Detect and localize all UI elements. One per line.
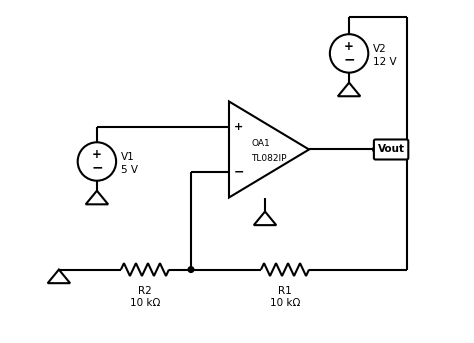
Text: TL082IP: TL082IP bbox=[251, 154, 286, 163]
Text: Vout: Vout bbox=[378, 144, 405, 154]
Circle shape bbox=[373, 147, 378, 152]
Text: V1: V1 bbox=[121, 153, 135, 163]
Text: 10 kΩ: 10 kΩ bbox=[130, 298, 160, 308]
Text: OA1: OA1 bbox=[251, 139, 270, 148]
Text: 12 V: 12 V bbox=[373, 57, 397, 67]
Text: 5 V: 5 V bbox=[121, 165, 138, 175]
Text: +: + bbox=[234, 122, 243, 132]
Text: +: + bbox=[92, 148, 102, 161]
Text: −: − bbox=[91, 161, 103, 175]
Text: R2: R2 bbox=[138, 286, 152, 296]
Text: R1: R1 bbox=[278, 286, 292, 296]
Text: V2: V2 bbox=[373, 45, 387, 55]
Text: 10 kΩ: 10 kΩ bbox=[270, 298, 300, 308]
FancyBboxPatch shape bbox=[374, 140, 408, 159]
Text: −: − bbox=[343, 52, 355, 67]
Text: +: + bbox=[344, 40, 354, 52]
Text: −: − bbox=[234, 165, 244, 178]
Circle shape bbox=[188, 267, 194, 272]
